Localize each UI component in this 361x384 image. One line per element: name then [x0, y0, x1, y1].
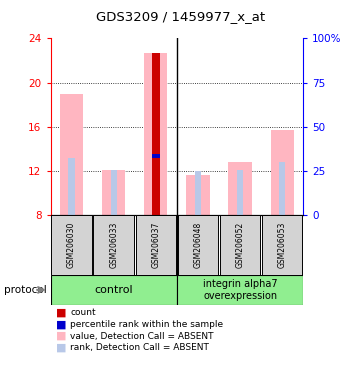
- Text: GDS3209 / 1459977_x_at: GDS3209 / 1459977_x_at: [96, 10, 265, 23]
- Bar: [152, 154, 160, 158]
- Bar: [177, 275, 303, 305]
- Bar: [262, 215, 303, 275]
- Text: GSM206048: GSM206048: [193, 222, 203, 268]
- Bar: [60, 94, 83, 215]
- Bar: [279, 162, 285, 215]
- Text: count: count: [70, 308, 96, 318]
- Bar: [69, 158, 75, 215]
- Bar: [136, 215, 176, 275]
- Text: GSM206033: GSM206033: [109, 222, 118, 268]
- Text: protocol: protocol: [4, 285, 46, 295]
- Bar: [102, 170, 125, 215]
- Text: ■: ■: [56, 319, 66, 329]
- Bar: [237, 170, 243, 215]
- Bar: [220, 215, 260, 275]
- Bar: [51, 275, 177, 305]
- Bar: [152, 53, 160, 215]
- Text: ■: ■: [56, 343, 66, 353]
- Bar: [229, 162, 252, 215]
- Bar: [110, 170, 117, 215]
- Text: value, Detection Call = ABSENT: value, Detection Call = ABSENT: [70, 331, 214, 341]
- Text: GSM206053: GSM206053: [278, 222, 287, 268]
- Text: ■: ■: [56, 308, 66, 318]
- Bar: [93, 215, 134, 275]
- Bar: [144, 53, 168, 215]
- Text: GSM206037: GSM206037: [151, 222, 160, 268]
- Bar: [178, 215, 218, 275]
- Bar: [186, 175, 209, 215]
- Text: GSM206030: GSM206030: [67, 222, 76, 268]
- Bar: [271, 130, 294, 215]
- Text: GSM206052: GSM206052: [236, 222, 244, 268]
- Bar: [51, 215, 92, 275]
- Text: rank, Detection Call = ABSENT: rank, Detection Call = ABSENT: [70, 343, 209, 352]
- Bar: [195, 171, 201, 215]
- Bar: [153, 158, 159, 215]
- Text: percentile rank within the sample: percentile rank within the sample: [70, 320, 223, 329]
- Text: integrin alpha7
overexpression: integrin alpha7 overexpression: [203, 279, 277, 301]
- Text: control: control: [95, 285, 133, 295]
- Text: ■: ■: [56, 331, 66, 341]
